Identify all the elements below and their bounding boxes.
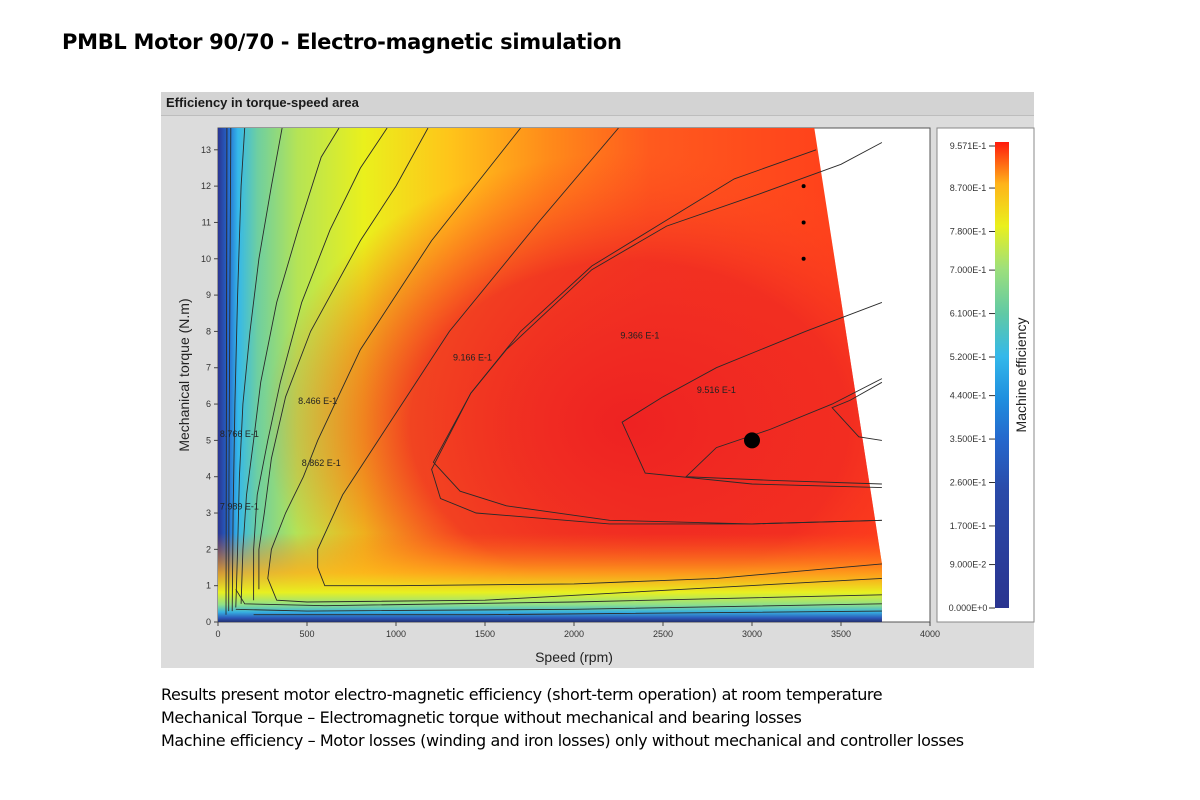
contour-label: 8.766 E-1 [220, 429, 259, 439]
y-tick-label: 1 [206, 581, 211, 591]
operating-point-markers [744, 184, 806, 449]
colorbar-tick-label: 1.700E-1 [950, 521, 987, 531]
contour-line [258, 128, 429, 590]
operating-point-marker [801, 184, 806, 189]
contour-label: 7.989 E-1 [220, 501, 259, 511]
page-title: PMBL Motor 90/70 - Electro-magnetic simu… [62, 30, 622, 54]
efficiency-fill [218, 128, 882, 622]
colorbar-tick-label: 7.000E-1 [950, 265, 987, 275]
colorbar-tick-label: 2.600E-1 [950, 477, 987, 487]
x-tick-label: 500 [299, 629, 314, 639]
operating-point-marker [801, 256, 806, 261]
contour-label: 9.166 E-1 [453, 352, 492, 362]
x-axis-label: Speed (rpm) [535, 649, 613, 665]
y-tick-label: 10 [201, 254, 211, 264]
x-tick-label: 4000 [920, 629, 940, 639]
colorbar-tick-label: 3.500E-1 [950, 434, 987, 444]
colorbar-panel [936, 127, 1035, 623]
colorbar-tick-label: 5.200E-1 [950, 352, 987, 362]
note-line: Mechanical Torque – Electromagnetic torq… [161, 708, 802, 727]
contour-line [225, 128, 228, 615]
chart-notes: Results present motor electro-magnetic e… [161, 683, 964, 752]
y-tick-label: 6 [206, 399, 211, 409]
contour-line [267, 128, 882, 603]
y-tick-label: 13 [201, 145, 211, 155]
colorbar-tick-label: 0.000E+0 [949, 603, 988, 613]
contour-line [621, 301, 883, 489]
contour-line [231, 128, 246, 612]
contour-line [228, 128, 232, 612]
colorbar-tick-label: 6.100E-1 [950, 309, 987, 319]
y-tick-label: 8 [206, 326, 211, 336]
operating-point-marker [801, 220, 806, 225]
x-tick-label: 1000 [386, 629, 406, 639]
contour-line [235, 589, 882, 607]
contour-line [235, 603, 882, 612]
x-tick-label: 2000 [564, 629, 584, 639]
note-line: Results present motor electro-magnetic e… [161, 685, 883, 704]
y-tick-label: 5 [206, 435, 211, 445]
contour-label: 8.862 E-1 [302, 458, 341, 468]
colorbar [995, 142, 1009, 608]
contour-line [831, 381, 883, 441]
y-axis-label: Mechanical torque (N.m) [176, 298, 192, 451]
colorbar-tick-label: 4.400E-1 [950, 391, 987, 401]
contour-line [253, 128, 388, 601]
x-tick-label: 3000 [742, 629, 762, 639]
colorbar-tick-label: 9.000E-2 [950, 560, 987, 570]
chart-panel-title: Efficiency in torque-speed area [166, 95, 359, 110]
y-tick-label: 4 [206, 472, 211, 482]
colorbar-tick-label: 7.800E-1 [950, 226, 987, 236]
contour-line [235, 128, 283, 608]
note-line: Machine efficiency – Motor losses (windi… [161, 731, 964, 750]
colorbar-label: Machine efficiency [1013, 318, 1029, 433]
x-tick-label: 2500 [653, 629, 673, 639]
chart-panel-header [161, 92, 1034, 116]
y-tick-label: 2 [206, 544, 211, 554]
colorbar-tick-label: 9.571E-1 [950, 141, 987, 151]
colorbar-tick-label: 8.700E-1 [950, 183, 987, 193]
chart-axes: 0 500 1000 1500 2000 2500 3000 3500 400001234567… [201, 145, 940, 639]
contour-line [431, 149, 882, 525]
x-tick-label: 3500 [831, 629, 851, 639]
contour-line [317, 128, 882, 587]
y-tick-label: 7 [206, 363, 211, 373]
y-tick-label: 11 [202, 217, 211, 227]
x-tick-label: 1500 [475, 629, 495, 639]
contour-line [685, 378, 883, 485]
x-tick-label: 0 [215, 629, 220, 639]
colorbar-ticks: 9.571E-1 8.700E-1 7.800E-1 7.000E-1 6.100E-1… [949, 141, 995, 613]
y-tick-label: 9 [206, 290, 211, 300]
contour-line [240, 128, 340, 604]
y-tick-label: 0 [206, 617, 211, 627]
contour-labels: 9.516 E-1 9.366 E-1 9.166 E-1 8.466 E-1 8.86… [220, 331, 736, 512]
contour-label: 8.466 E-1 [298, 396, 337, 406]
contour-label: 9.516 E-1 [697, 385, 736, 395]
operating-point-marker [744, 432, 760, 449]
contour-line [432, 142, 883, 525]
y-tick-label: 3 [206, 508, 211, 518]
contour-lines [225, 128, 883, 616]
y-tick-label: 12 [201, 181, 211, 191]
contour-label: 9.366 E-1 [620, 331, 659, 341]
contour-line [253, 610, 882, 616]
